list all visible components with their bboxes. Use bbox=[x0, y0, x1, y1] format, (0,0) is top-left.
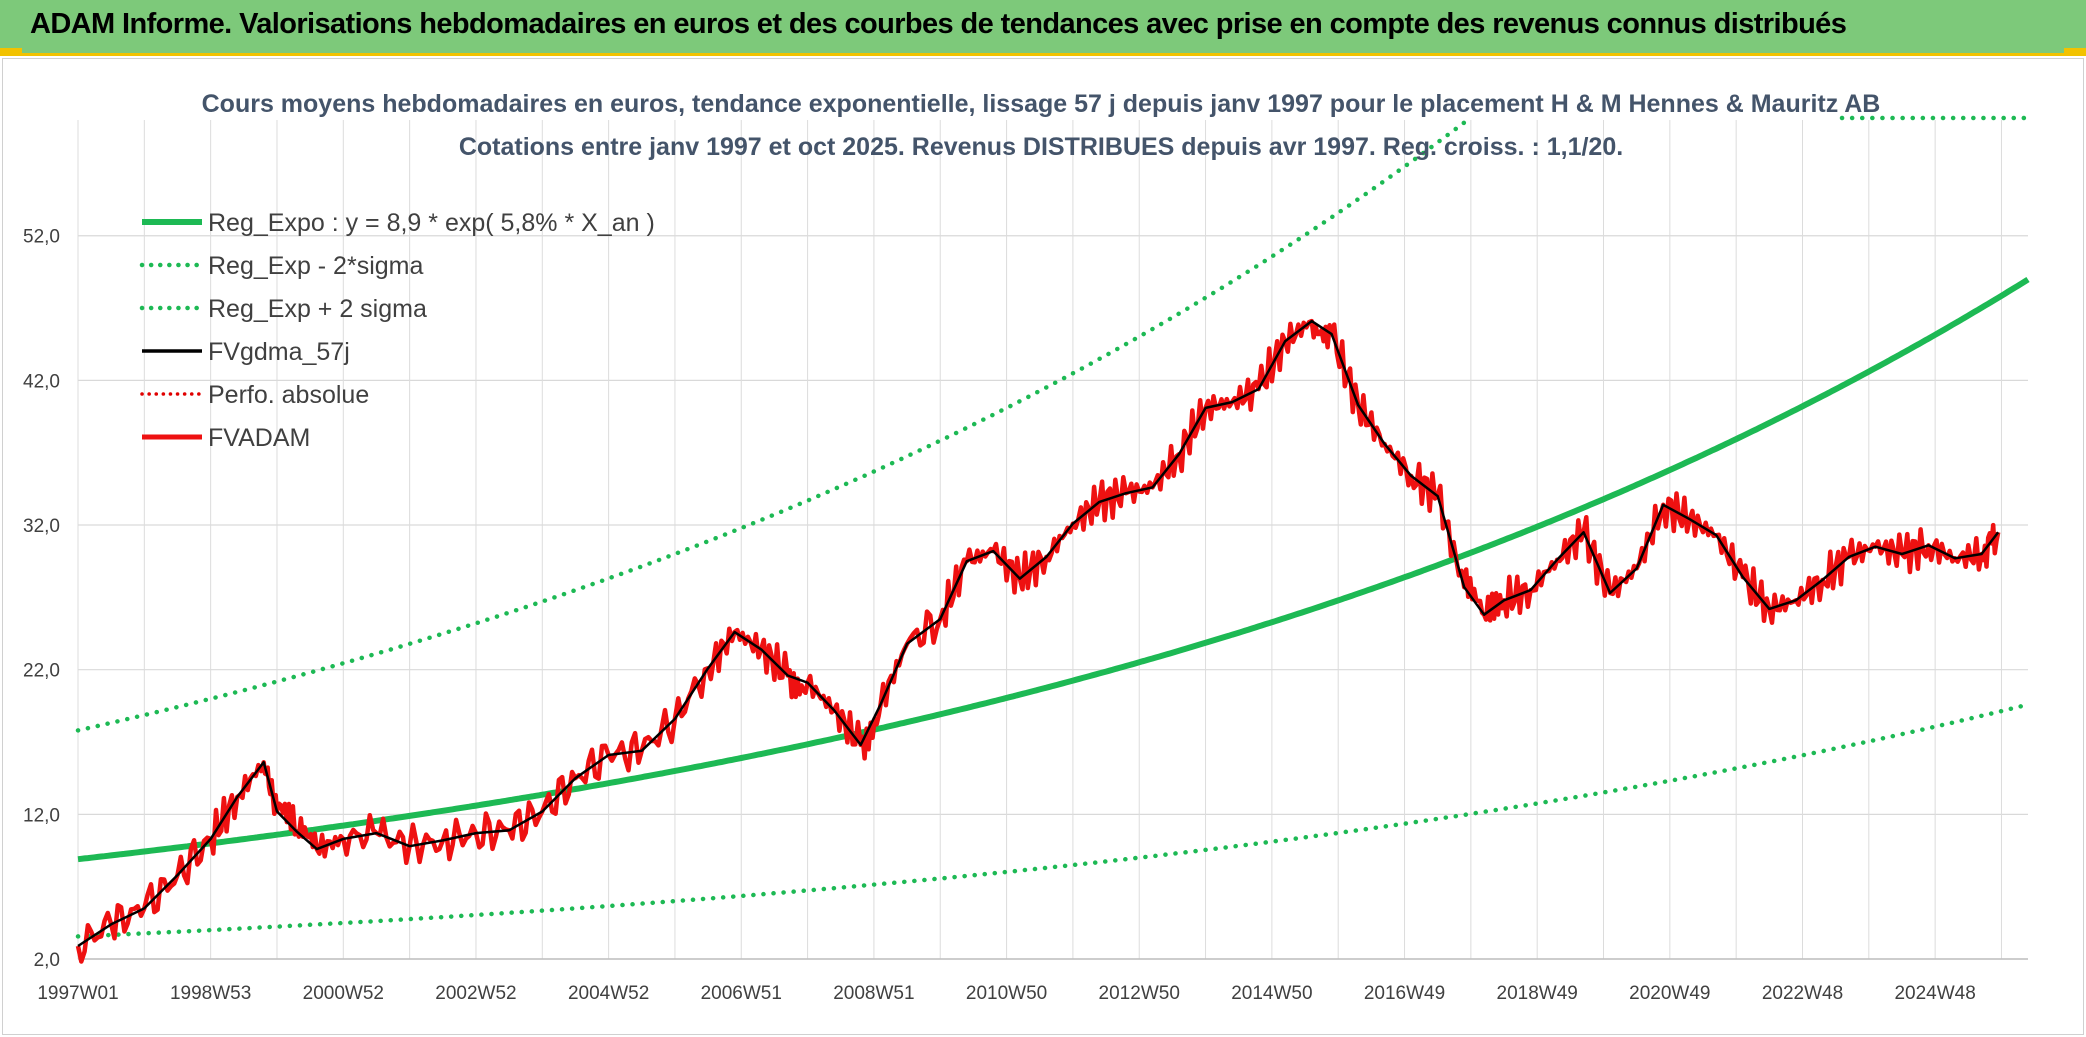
series-fvgdma bbox=[77, 319, 2000, 948]
header-accent-right bbox=[2064, 48, 2086, 56]
page-title: ADAM Informe. Valorisations hebdomadaire… bbox=[30, 8, 1847, 40]
x-tick-label: 1998W53 bbox=[170, 983, 251, 1004]
chart-subtitle-line1: Cours moyens hebdomadaires en euros, ten… bbox=[202, 90, 1881, 118]
x-tick-label: 2008W51 bbox=[833, 983, 914, 1004]
x-tick-label: 2020W49 bbox=[1629, 983, 1710, 1004]
x-tick-label: 2006W51 bbox=[701, 983, 782, 1004]
series-reg-minus-2sigma bbox=[75, 702, 2031, 939]
chart-subtitle-line2: Cotations entre janv 1997 et oct 2025. R… bbox=[459, 133, 1623, 161]
header-bar: ADAM Informe. Valorisations hebdomadaire… bbox=[0, 0, 2086, 56]
x-tick-label: 2012W50 bbox=[1099, 983, 1180, 1004]
x-tick-label: 2022W48 bbox=[1762, 983, 1843, 1004]
x-tick-label: 2004W52 bbox=[568, 983, 649, 1004]
legend-label: FVgdma_57j bbox=[208, 338, 350, 366]
x-tick-label: 2024W48 bbox=[1894, 983, 1975, 1004]
y-tick-label: 52,0 bbox=[23, 227, 60, 248]
chart-frame bbox=[2, 58, 2084, 1035]
legend: Reg_Expo : y = 8,9 * exp( 5,8% * X_an ) R… bbox=[139, 115, 2031, 452]
series-reg-expo bbox=[77, 276, 2030, 863]
x-tick-label: 2018W49 bbox=[1497, 983, 1578, 1004]
x-tick-label: 2010W50 bbox=[966, 983, 1047, 1004]
y-tick-label: 12,0 bbox=[23, 805, 60, 826]
y-tick-label: 32,0 bbox=[23, 516, 60, 537]
y-tick-label: 42,0 bbox=[23, 371, 60, 392]
legend-label: Reg_Exp - 2*sigma bbox=[208, 252, 423, 280]
legend-label: Perfo. absolue bbox=[208, 381, 369, 409]
series-reg-plus-2sigma bbox=[75, 117, 1470, 733]
x-tick-label: 2014W50 bbox=[1231, 983, 1312, 1004]
y-tick-label: 22,0 bbox=[23, 661, 60, 682]
series-fvadam bbox=[75, 318, 2001, 964]
legend-label: FVADAM bbox=[208, 424, 310, 452]
x-tick-label: 2016W49 bbox=[1364, 983, 1445, 1004]
legend-label: Reg_Expo : y = 8,9 * exp( 5,8% * X_an ) bbox=[208, 209, 655, 237]
y-tick-label: 2,0 bbox=[34, 950, 60, 971]
x-tick-label: 2000W52 bbox=[303, 983, 384, 1004]
x-tick-label: 1997W01 bbox=[37, 983, 118, 1004]
header-accent-left bbox=[0, 48, 22, 56]
series-layer bbox=[75, 117, 2031, 964]
legend-label: Reg_Exp + 2 sigma bbox=[208, 295, 427, 323]
grid bbox=[77, 120, 2028, 960]
x-tick-label: 2002W52 bbox=[435, 983, 516, 1004]
axis-labels: 2,0 12,0 22,0 32,0 42,0 52,0 1997W01 1998W53 200… bbox=[23, 227, 1976, 1004]
